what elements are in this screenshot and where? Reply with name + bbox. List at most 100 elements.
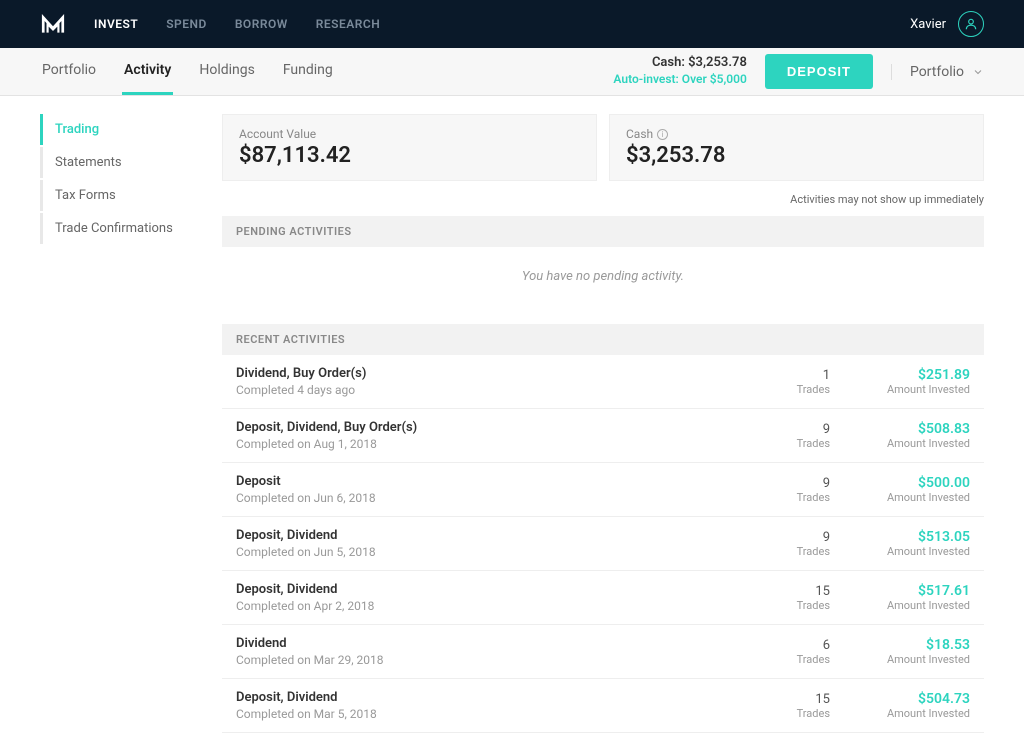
- activity-subtitle: Completed on Jun 6, 2018: [236, 491, 750, 505]
- auto-invest-label[interactable]: Auto-invest: Over $5,000: [613, 72, 746, 88]
- activity-title: Dividend: [236, 636, 750, 651]
- sub-nav-right: Cash: $3,253.78 Auto-invest: Over $5,000…: [613, 54, 984, 89]
- sidebar-item-statements[interactable]: Statements: [40, 147, 190, 178]
- activity-amount-label: Amount Invested: [830, 653, 970, 666]
- activity-amount: $513.05Amount Invested: [830, 529, 970, 558]
- sidebar: TradingStatementsTax FormsTrade Confirma…: [40, 114, 190, 733]
- activity-trades-label: Trades: [750, 707, 830, 720]
- activity-row[interactable]: Deposit Completed on Jun 6, 20189Trades$5…: [222, 463, 984, 517]
- activity-trades: 15Trades: [750, 584, 830, 612]
- activity-amount-value: $517.61: [830, 583, 970, 599]
- activity-row[interactable]: DividendCompleted on Mar 29, 20186Trades…: [222, 625, 984, 679]
- activity-subtitle: Completed on Mar 5, 2018: [236, 707, 750, 721]
- activity-title: Deposit, Dividend: [236, 690, 750, 705]
- recent-section-header: RECENT ACTIVITIES: [222, 324, 984, 355]
- activity-title: Deposit, Dividend: [236, 528, 750, 543]
- activity-trades: 9Trades: [750, 530, 830, 558]
- activity-amount-label: Amount Invested: [830, 599, 970, 612]
- account-value-amount: $87,113.42: [239, 143, 580, 168]
- topnav-item-borrow[interactable]: BORROW: [235, 17, 288, 31]
- account-value-label: Account Value: [239, 127, 580, 141]
- chevron-down-icon: [972, 66, 984, 78]
- activity-amount-label: Amount Invested: [830, 383, 970, 396]
- user-name[interactable]: Xavier: [910, 17, 946, 32]
- avatar-icon[interactable]: [958, 11, 984, 37]
- tab-portfolio[interactable]: Portfolio: [40, 48, 98, 95]
- activity-trades-count: 1: [750, 368, 830, 383]
- activity-subtitle: Completed on Mar 29, 2018: [236, 653, 750, 667]
- activity-info: Dividend Completed on Mar 29, 2018: [236, 636, 750, 667]
- cash-card: Cash i $3,253.78: [609, 114, 984, 181]
- activity-amount: $517.61Amount Invested: [830, 583, 970, 612]
- activity-title: Deposit: [236, 474, 750, 489]
- activity-title: Deposit, Dividend, Buy Order(s): [236, 420, 750, 435]
- activity-amount-label: Amount Invested: [830, 545, 970, 558]
- activity-trades-label: Trades: [750, 599, 830, 612]
- activity-amount: $251.89Amount Invested: [830, 367, 970, 396]
- top-nav-right: Xavier: [910, 11, 984, 37]
- activity-amount: $18.53Amount Invested: [830, 637, 970, 666]
- sidebar-item-trade-confirmations[interactable]: Trade Confirmations: [40, 213, 190, 244]
- activity-row[interactable]: Deposit, Dividend Completed on Jun 5, 201…: [222, 517, 984, 571]
- content-area: Account Value $87,113.42 Cash i $3,253.7…: [222, 114, 984, 733]
- activity-row[interactable]: Deposit, DividendCompleted on Apr 2, 201…: [222, 571, 984, 625]
- activity-info: Deposit, Dividend Completed on Mar 5, 201…: [236, 690, 750, 721]
- activity-notice: Activities may not show up immediately: [222, 187, 984, 216]
- main-content: TradingStatementsTax FormsTrade Confirma…: [0, 96, 1024, 751]
- info-icon[interactable]: i: [657, 129, 668, 140]
- top-nav: INVEST SPEND BORROW RESEARCH Xavier: [0, 0, 1024, 48]
- portfolio-dropdown-label: Portfolio: [910, 64, 964, 80]
- activity-subtitle: Completed on Jun 5, 2018: [236, 545, 750, 559]
- logo-icon[interactable]: [40, 11, 66, 37]
- activity-trades: 9Trades: [750, 422, 830, 450]
- activity-row[interactable]: Deposit, Dividend, Buy Order(s) Completed…: [222, 409, 984, 463]
- activity-row[interactable]: Dividend, Buy Order(s)Completed 4 days a…: [222, 355, 984, 409]
- activity-trades-label: Trades: [750, 653, 830, 666]
- activity-amount: $500.00Amount Invested: [830, 475, 970, 504]
- sidebar-item-trading[interactable]: Trading: [40, 114, 190, 145]
- cash-card-amount: $3,253.78: [626, 143, 967, 168]
- topnav-item-spend[interactable]: SPEND: [166, 17, 207, 31]
- cash-info: Cash: $3,253.78 Auto-invest: Over $5,000: [613, 55, 746, 87]
- top-nav-left: INVEST SPEND BORROW RESEARCH: [40, 11, 380, 37]
- sidebar-item-tax-forms[interactable]: Tax Forms: [40, 180, 190, 211]
- sub-nav: Portfolio Activity Holdings Funding Cash: $…: [0, 48, 1024, 96]
- portfolio-dropdown[interactable]: Portfolio: [891, 64, 984, 80]
- pending-empty-state: You have no pending activity.: [222, 247, 984, 306]
- tab-activity[interactable]: Activity: [122, 48, 173, 95]
- activity-trades-label: Trades: [750, 383, 830, 396]
- activity-trades-count: 9: [750, 530, 830, 545]
- deposit-button[interactable]: DEPOSIT: [765, 54, 873, 89]
- cash-card-label: Cash i: [626, 127, 967, 141]
- activity-info: Deposit, DividendCompleted on Apr 2, 201…: [236, 582, 750, 613]
- activity-info: Deposit, Dividend, Buy Order(s) Completed…: [236, 420, 750, 451]
- activity-trades: 1Trades: [750, 368, 830, 396]
- activity-info: Deposit, Dividend Completed on Jun 5, 201…: [236, 528, 750, 559]
- activity-amount-label: Amount Invested: [830, 707, 970, 720]
- activity-amount-label: Amount Invested: [830, 437, 970, 450]
- tab-holdings[interactable]: Holdings: [197, 48, 257, 95]
- activity-list: Dividend, Buy Order(s)Completed 4 days a…: [222, 355, 984, 733]
- activity-trades: 9Trades: [750, 476, 830, 504]
- activity-amount: $508.83Amount Invested: [830, 421, 970, 450]
- activity-subtitle: Completed 4 days ago: [236, 383, 750, 397]
- activity-subtitle: Completed on Aug 1, 2018: [236, 437, 750, 451]
- activity-row[interactable]: Deposit, Dividend Completed on Mar 5, 201…: [222, 679, 984, 733]
- activity-trades-count: 9: [750, 476, 830, 491]
- activity-amount-value: $508.83: [830, 421, 970, 437]
- activity-trades-label: Trades: [750, 491, 830, 504]
- activity-trades-count: 15: [750, 584, 830, 599]
- activity-trades-label: Trades: [750, 437, 830, 450]
- cash-label: Cash: $3,253.78: [613, 55, 746, 72]
- activity-amount-value: $513.05: [830, 529, 970, 545]
- activity-amount-value: $251.89: [830, 367, 970, 383]
- activity-amount-value: $18.53: [830, 637, 970, 653]
- summary-cards: Account Value $87,113.42 Cash i $3,253.7…: [222, 114, 984, 181]
- account-value-card: Account Value $87,113.42: [222, 114, 597, 181]
- tab-funding[interactable]: Funding: [281, 48, 335, 95]
- activity-amount-value: $504.73: [830, 691, 970, 707]
- sub-nav-tabs: Portfolio Activity Holdings Funding: [40, 48, 335, 95]
- topnav-item-invest[interactable]: INVEST: [94, 17, 138, 31]
- topnav-item-research[interactable]: RESEARCH: [316, 17, 380, 31]
- activity-trades-count: 9: [750, 422, 830, 437]
